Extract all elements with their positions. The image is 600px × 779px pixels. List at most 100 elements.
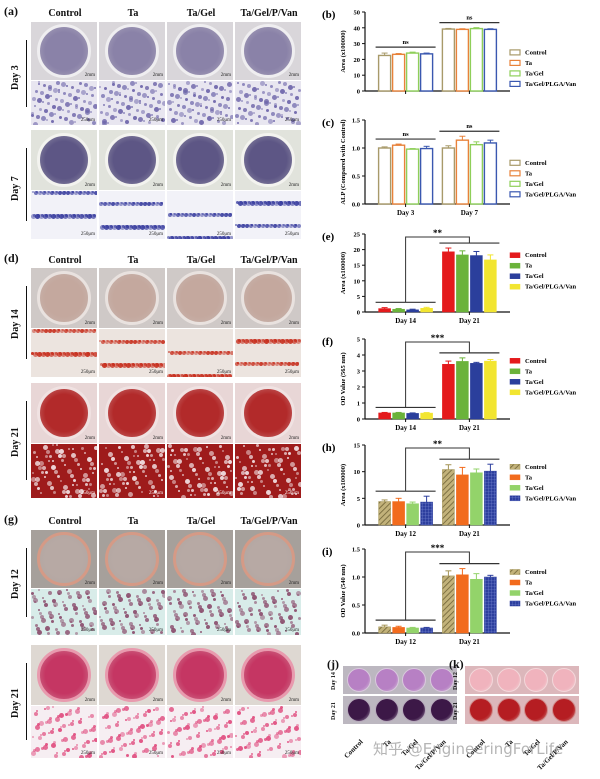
x-tick-label: Day 21: [459, 530, 480, 538]
row-bracket: [26, 148, 27, 221]
micrograph-image: 250μm: [235, 81, 301, 125]
legend-label: Ta/Gel: [525, 485, 544, 492]
bar: [405, 52, 420, 92]
bar: [391, 144, 406, 205]
legend-swatch: [509, 70, 521, 77]
legend-label: Ta: [525, 474, 533, 481]
micrograph-image: 250μm: [99, 706, 165, 758]
bar: [391, 53, 406, 92]
legend-label: Ta/Gel/PLGA/Van: [525, 284, 577, 291]
legend-label: Ta: [525, 170, 533, 177]
column-header: Ta/Gel/P/Van: [240, 516, 298, 527]
svg-text:0.0: 0.0: [352, 631, 360, 638]
panel-letter-a: (a): [4, 4, 18, 18]
micrograph-image: 250μm: [167, 191, 233, 239]
bar: [470, 363, 483, 420]
svg-text:0.5: 0.5: [352, 174, 361, 181]
macro-well-image: 2mm: [167, 22, 233, 80]
bar: [470, 578, 483, 634]
legend-swatch: [509, 368, 521, 375]
svg-text:15: 15: [354, 443, 361, 450]
panel-letter-k: (k): [449, 657, 464, 671]
scale-bar-label: 250μm: [148, 751, 163, 756]
row-label: Day 21: [10, 687, 21, 718]
column-header: Ta: [127, 516, 139, 527]
bar: [455, 139, 470, 205]
bar: [469, 143, 484, 205]
legend-label: Ta: [525, 60, 533, 67]
scale-bar-label: 2mm: [220, 698, 231, 703]
micrograph-image: 250μm: [99, 444, 165, 498]
bar: [392, 501, 405, 526]
scale-bar-label: 250μm: [216, 628, 231, 633]
scale-bar-label: 250μm: [148, 491, 163, 496]
legend-swatch: [509, 80, 521, 88]
scale-bar-label: 250μm: [80, 370, 95, 375]
row-label: Day 14: [10, 308, 21, 339]
macro-well-image: 2mm: [235, 22, 301, 80]
svg-text:20: 20: [354, 247, 361, 254]
y-axis-label: Area (x100000): [340, 30, 347, 72]
scale-bar-label: 2mm: [84, 73, 95, 78]
column-header: Ta/Gel/P/Van: [240, 255, 298, 266]
svg-text:1.0: 1.0: [352, 575, 360, 582]
row-label: Day 14: [331, 672, 337, 690]
panel-letter-j: (j): [327, 657, 339, 671]
macro-well-image: 2mm: [235, 383, 301, 443]
micrograph-image: 250μm: [99, 191, 165, 239]
bar: [392, 412, 405, 420]
chart-letter: (c): [322, 117, 335, 129]
svg-text:30: 30: [354, 41, 361, 48]
scale-bar-label: 250μm: [80, 628, 95, 633]
row-label: Day 3: [10, 64, 21, 90]
column-header: Ta/Gel: [186, 516, 216, 527]
macro-well-image: 2mm: [167, 268, 233, 328]
y-axis-label: OD Value (540 nm): [340, 564, 347, 617]
svg-text:2: 2: [357, 385, 360, 392]
scale-bar-label: 2mm: [288, 73, 299, 78]
chart-letter: (f): [322, 336, 333, 348]
chart-i: (i) 0.0 0.5 1.0 1.5 OD Value (540 nm) Day 12 D…: [322, 543, 577, 646]
micrograph-image: 250μm: [235, 589, 301, 635]
scale-bar-label: 250μm: [216, 232, 231, 237]
well: [429, 698, 454, 722]
legend-swatch: [509, 485, 521, 491]
legend-label: Control: [525, 464, 547, 471]
macro-well-image: 2mm: [167, 130, 233, 190]
scale-bar-label: 2mm: [84, 183, 95, 188]
well: [469, 698, 493, 722]
legend-label: Control: [525, 252, 547, 259]
macro-well-image: 2mm: [31, 130, 97, 190]
scale-bar-label: 250μm: [148, 118, 163, 123]
legend-swatch: [509, 170, 521, 177]
macro-well-image: 2mm: [31, 645, 97, 705]
well-row: [465, 666, 579, 694]
row-label: Day 12: [453, 672, 459, 690]
macro-well-image: 2mm: [167, 530, 233, 588]
scale-bar-label: 250μm: [216, 370, 231, 375]
scale-bar-label: 2mm: [288, 436, 299, 441]
bar: [442, 469, 455, 526]
significance-label: **: [433, 228, 443, 238]
bar: [470, 255, 483, 313]
row-label: Day 7: [10, 175, 21, 201]
x-tick-label: Day 21: [459, 638, 480, 646]
x-tick-label: Day 14: [395, 317, 416, 325]
micrograph-image: 250μm: [31, 589, 97, 635]
scale-bar-label: 2mm: [288, 581, 299, 586]
bar: [456, 361, 469, 420]
legend-swatch: [509, 379, 521, 385]
bar: [420, 627, 433, 634]
legend-swatch: [509, 464, 521, 470]
well: [402, 698, 426, 722]
scale-bar-label: 250μm: [216, 491, 231, 496]
row-label: Day 21: [10, 426, 21, 457]
svg-text:1.0: 1.0: [352, 146, 360, 153]
column-header: Ta: [127, 255, 139, 266]
chart-letter: (b): [322, 9, 336, 21]
macro-well-image: 2mm: [99, 130, 165, 190]
y-axis-label: OD Value (565 nm): [340, 352, 347, 405]
svg-text:0: 0: [357, 417, 360, 424]
bar: [392, 627, 405, 634]
bar: [378, 626, 391, 634]
